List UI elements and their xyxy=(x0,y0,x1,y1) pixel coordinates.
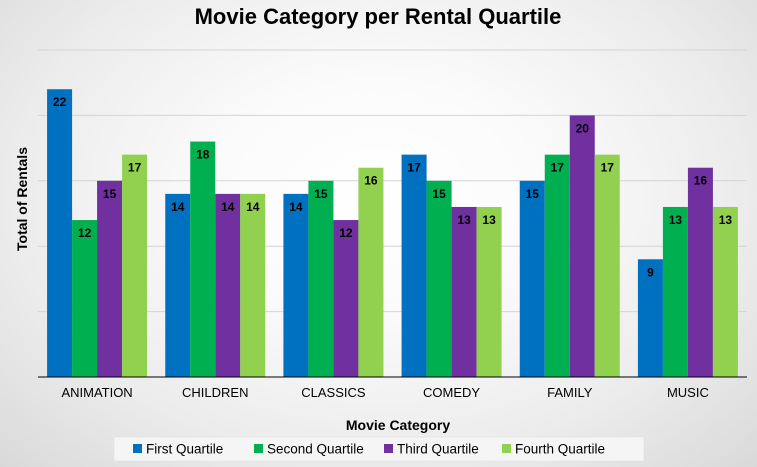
data-label: 13 xyxy=(457,213,471,227)
bar xyxy=(687,167,713,377)
bar xyxy=(594,154,620,377)
bar xyxy=(569,115,595,378)
x-tick-label: COMEDY xyxy=(423,385,480,400)
data-label: 12 xyxy=(78,226,92,240)
bar xyxy=(215,193,241,377)
data-label: 14 xyxy=(171,200,185,214)
bar xyxy=(308,180,334,377)
bar xyxy=(451,206,477,377)
bar xyxy=(637,259,663,377)
x-tick-label: CLASSICS xyxy=(301,385,366,400)
bar xyxy=(519,180,545,377)
bar xyxy=(662,206,688,377)
data-label: 15 xyxy=(314,187,328,201)
data-label: 13 xyxy=(719,213,733,227)
x-axis-title: Movie Category xyxy=(346,417,450,433)
legend-item: Third Quartile xyxy=(384,442,479,457)
bar xyxy=(401,154,427,377)
legend-label: Second Quartile xyxy=(267,442,364,457)
data-label: 17 xyxy=(551,161,565,175)
data-label: 9 xyxy=(647,265,654,279)
bars: 22 12 15 17 14 18 14 14 14 15 12 16 17 15 13 13 15 17 20 17… xyxy=(47,89,738,378)
data-label: 17 xyxy=(407,161,421,175)
data-label: 15 xyxy=(432,187,446,201)
bar xyxy=(72,220,98,377)
bar xyxy=(358,167,384,377)
data-label: 15 xyxy=(526,187,540,201)
x-tick-label: MUSIC xyxy=(667,385,709,400)
x-tick-label: CHILDREN xyxy=(182,385,248,400)
legend-swatch xyxy=(254,444,263,453)
bar xyxy=(712,206,738,377)
legend-item: Fourth Quartile xyxy=(502,442,605,457)
legend-background xyxy=(113,436,645,462)
bar xyxy=(333,220,359,377)
bar xyxy=(240,193,266,377)
data-label: 20 xyxy=(576,121,590,135)
data-label: 22 xyxy=(53,95,67,109)
data-label: 17 xyxy=(601,161,615,175)
legend: First Quartile Second Quartile Third Quart… xyxy=(133,442,605,457)
bar xyxy=(283,193,309,377)
data-label: 14 xyxy=(221,200,235,214)
data-label: 14 xyxy=(246,200,260,214)
bar xyxy=(426,180,452,377)
data-label: 12 xyxy=(339,226,353,240)
bar xyxy=(476,206,502,377)
legend-label: Third Quartile xyxy=(397,442,479,457)
chart-title: Movie Category per Rental Quartile xyxy=(195,4,562,29)
x-tick-label: FAMILY xyxy=(547,385,593,400)
legend-swatch xyxy=(502,444,511,453)
legend-label: Fourth Quartile xyxy=(515,442,605,457)
data-label: 15 xyxy=(103,187,117,201)
data-label: 16 xyxy=(364,174,378,188)
legend-swatch xyxy=(133,444,142,453)
bar xyxy=(122,154,148,377)
bar xyxy=(190,141,216,377)
legend-label: First Quartile xyxy=(146,442,223,457)
data-label: 14 xyxy=(289,200,303,214)
data-label: 13 xyxy=(482,213,496,227)
bar xyxy=(97,180,123,377)
gridlines xyxy=(38,49,747,313)
data-label: 13 xyxy=(669,213,683,227)
data-label: 18 xyxy=(196,148,210,162)
data-label: 17 xyxy=(128,161,142,175)
bar xyxy=(165,193,191,377)
legend-item: Second Quartile xyxy=(254,442,364,457)
data-label: 16 xyxy=(694,174,708,188)
legend-swatch xyxy=(384,444,393,453)
bar xyxy=(47,89,73,378)
x-tick-labels: ANIMATION CHILDREN CLASSICS COMEDY FAMILY MUS… xyxy=(61,385,708,400)
y-axis-title: Total of Rentals xyxy=(14,147,30,251)
legend-item: First Quartile xyxy=(133,442,223,457)
bar xyxy=(544,154,570,377)
x-tick-label: ANIMATION xyxy=(61,385,132,400)
